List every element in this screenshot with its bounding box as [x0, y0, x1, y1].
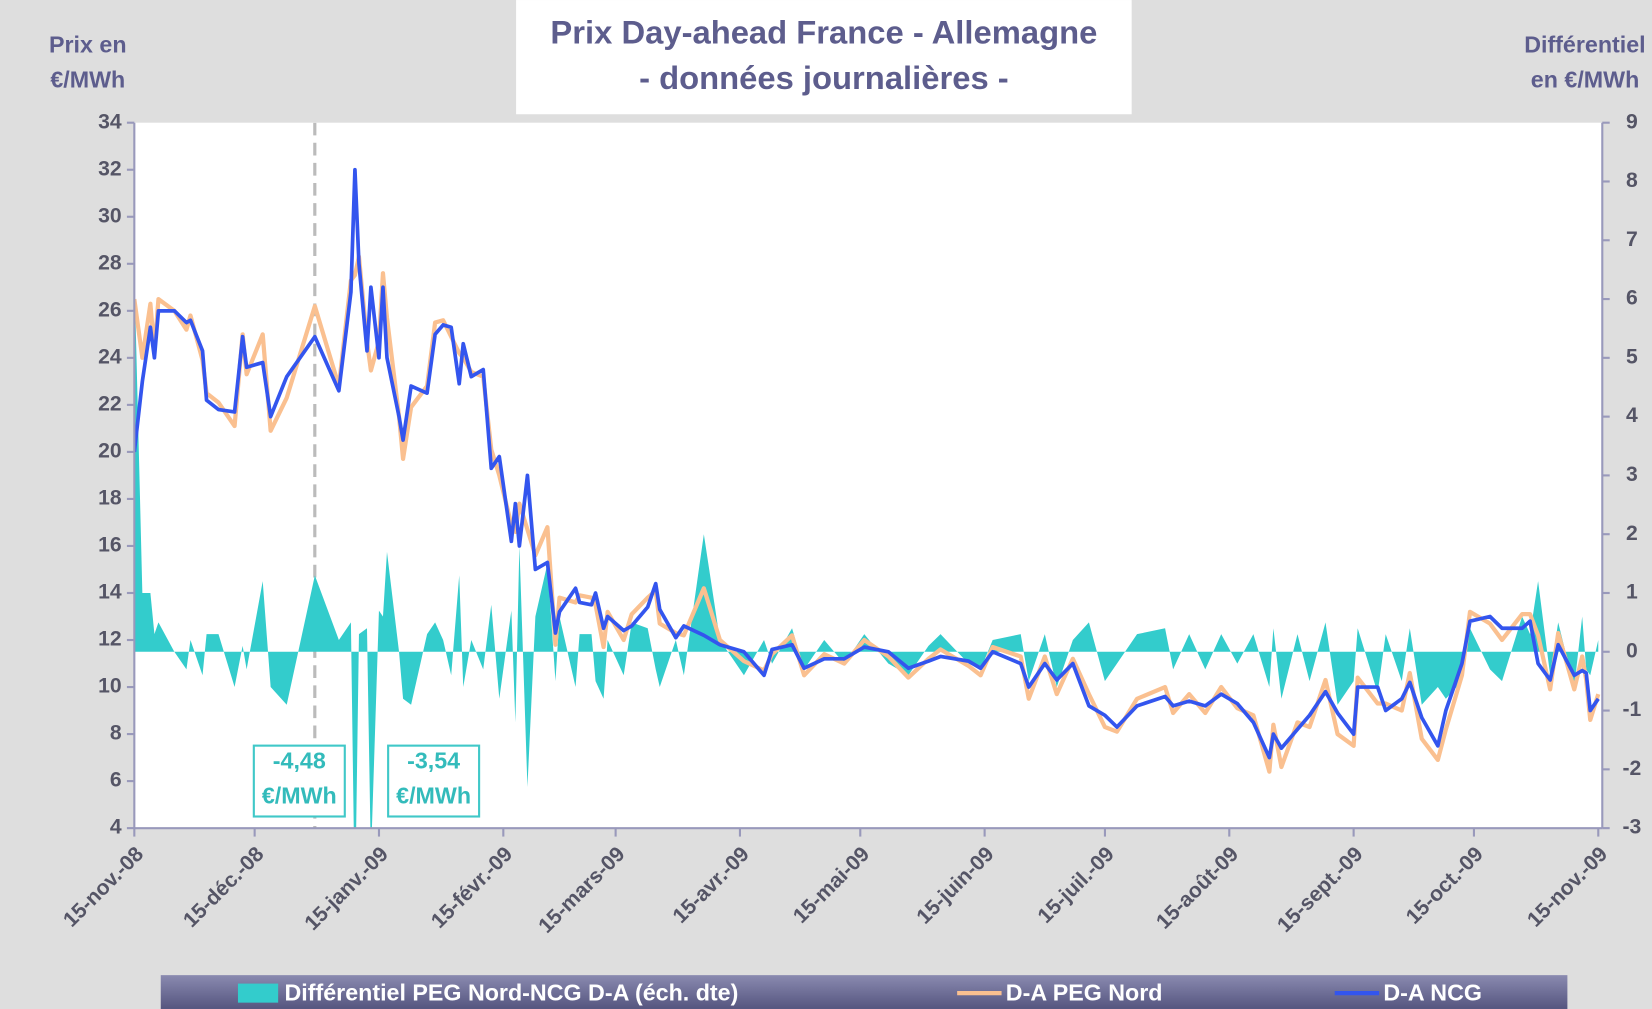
y-tick-label: 22 — [98, 392, 122, 415]
y-tick-label: 6 — [110, 769, 122, 792]
legend-band — [160, 975, 1568, 1009]
y2-tick-label: 3 — [1626, 463, 1638, 486]
annotation-box — [252, 744, 346, 818]
y2-tick-label: 8 — [1626, 169, 1638, 192]
y2-tick-label: 6 — [1626, 287, 1638, 310]
y-tick-label: 32 — [98, 157, 122, 180]
y2-tick-label: -3 — [1622, 816, 1641, 839]
annotation-text: -4,48 — [273, 748, 326, 774]
legend-label: D-A PEG Nord — [1006, 979, 1163, 1005]
y2-tick-label: 0 — [1626, 639, 1638, 662]
price-line — [134, 167, 1600, 760]
y2-tick-label: -2 — [1622, 757, 1641, 780]
plot-layer — [134, 122, 1601, 829]
y2-tick-label: 4 — [1626, 404, 1638, 427]
y-axis-title: Prix en — [49, 32, 127, 58]
legend-swatch — [237, 983, 279, 1003]
title-box — [516, 0, 1132, 115]
price-line — [134, 254, 1601, 774]
y-tick-label: 8 — [110, 722, 122, 745]
y-axis-title: €/MWh — [50, 67, 125, 93]
y-tick-label: 4 — [110, 816, 122, 839]
y-tick-label: 24 — [98, 345, 122, 368]
y-tick-label: 16 — [98, 534, 122, 557]
y-tick-label: 14 — [98, 581, 122, 604]
y-tick-label: 10 — [98, 675, 122, 698]
y2-axis-title: en €/MWh — [1531, 67, 1640, 93]
annotation-text: €/MWh — [396, 783, 471, 809]
y-tick-label: 20 — [98, 439, 122, 462]
legend-label: D-A NCG — [1383, 979, 1482, 1005]
y2-tick-label: 9 — [1626, 110, 1638, 133]
legend-label: Différentiel PEG Nord-NCG D-A (éch. dte) — [284, 979, 738, 1005]
y-tick-label: 26 — [98, 298, 122, 321]
y-tick-label: 12 — [98, 628, 122, 651]
annotation-text: -3,54 — [407, 748, 460, 774]
y-tick-label: 30 — [98, 204, 122, 227]
chart-title: - données journalières - — [639, 59, 1009, 96]
y2-tick-label: 1 — [1626, 581, 1638, 604]
y2-tick-label: 5 — [1626, 345, 1638, 368]
y-tick-label: 34 — [98, 110, 122, 133]
annotation-box — [387, 744, 481, 818]
y-tick-label: 18 — [98, 487, 122, 510]
chart-title: Prix Day-ahead France - Allemagne — [550, 14, 1097, 51]
annotation-text: €/MWh — [262, 783, 337, 809]
y-tick-label: 28 — [98, 251, 122, 274]
y2-tick-label: 7 — [1626, 228, 1638, 251]
difference-area — [134, 269, 1599, 829]
y2-tick-label: -1 — [1622, 698, 1641, 721]
y2-tick-label: 2 — [1626, 522, 1638, 545]
y2-axis-title: Différentiel — [1524, 32, 1645, 58]
